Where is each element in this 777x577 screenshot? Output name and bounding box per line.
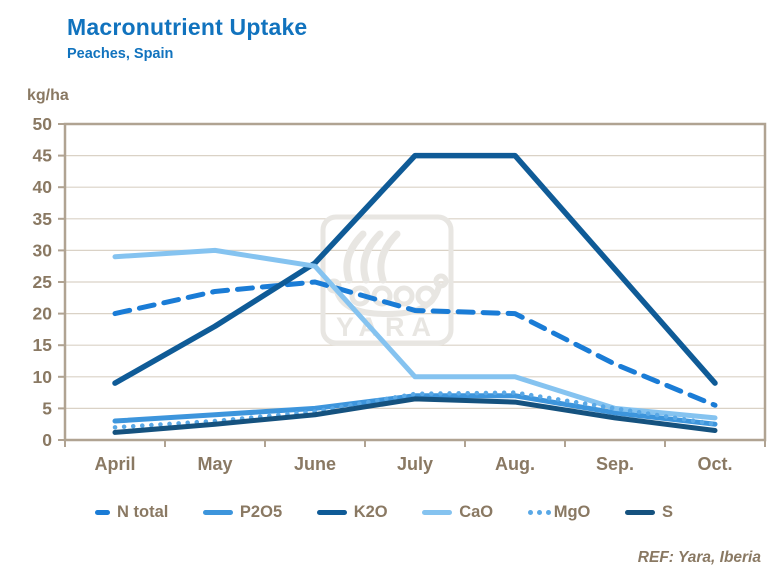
chart-legend: N total P2O5 K2O CaO MgO S — [95, 499, 673, 525]
series-line-n-total — [112, 279, 718, 408]
legend-label: MgO — [553, 502, 591, 521]
x-category-label: May — [197, 454, 232, 474]
x-category-label: Oct. — [697, 454, 732, 474]
series-line-cao — [112, 247, 718, 421]
y-tick-label: 40 — [33, 177, 53, 197]
legend-item-cao: CaO — [422, 503, 493, 522]
x-category-label: June — [294, 454, 336, 474]
series-line-mgo — [112, 390, 718, 430]
s-line-swatch-icon — [624, 509, 655, 515]
legend-label: K2O — [353, 502, 388, 521]
y-tick-label: 5 — [42, 398, 52, 418]
x-category-label: Sep. — [596, 454, 634, 474]
y-tick-label: 50 — [33, 114, 53, 134]
y-tick-label: 25 — [33, 272, 53, 292]
y-tick-label: 0 — [42, 430, 52, 450]
series-line-s — [112, 396, 718, 435]
y-tick-label: 35 — [33, 209, 53, 229]
reference-note: REF: Yara, Iberia — [637, 549, 761, 566]
x-category-label: April — [94, 454, 135, 474]
cao-line-swatch-icon — [422, 509, 453, 515]
legend-item-s: S — [624, 502, 673, 522]
legend-label: P2O5 — [239, 502, 283, 521]
legend-label: CaO — [459, 502, 494, 521]
x-category-label: July — [397, 454, 433, 474]
page-subtitle: Peaches, Spain — [67, 46, 174, 62]
legend-item-p2o5: P2O5 — [202, 502, 283, 522]
series-line-p2o5 — [112, 393, 718, 427]
p2o5-line-swatch-icon — [202, 509, 233, 515]
n-total-line-swatch-icon — [95, 509, 110, 515]
y-tick-label: 10 — [33, 367, 53, 387]
k2o-line-swatch-icon — [316, 509, 347, 515]
y-tick-label: 45 — [33, 146, 53, 166]
legend-item-k2o: K2O — [316, 502, 388, 522]
x-category-label: Aug. — [495, 454, 535, 474]
y-tick-label: 15 — [33, 335, 53, 355]
legend-item-mgo: MgO — [527, 502, 591, 522]
series-line-k2o — [112, 152, 718, 386]
legend-label: S — [661, 502, 673, 521]
legend-item-n-total: N total — [95, 503, 168, 522]
y-tick-label: 30 — [33, 240, 53, 260]
legend-label: N total — [117, 502, 169, 521]
y-axis-unit-label: kg/ha — [27, 87, 69, 104]
watermark-text: YARA — [336, 312, 438, 342]
title-block: Macronutrient Uptake Peaches, Spain — [67, 14, 307, 62]
page-title: Macronutrient Uptake — [67, 14, 308, 40]
mgo-line-swatch-icon — [527, 509, 533, 515]
y-tick-label: 20 — [33, 304, 53, 324]
